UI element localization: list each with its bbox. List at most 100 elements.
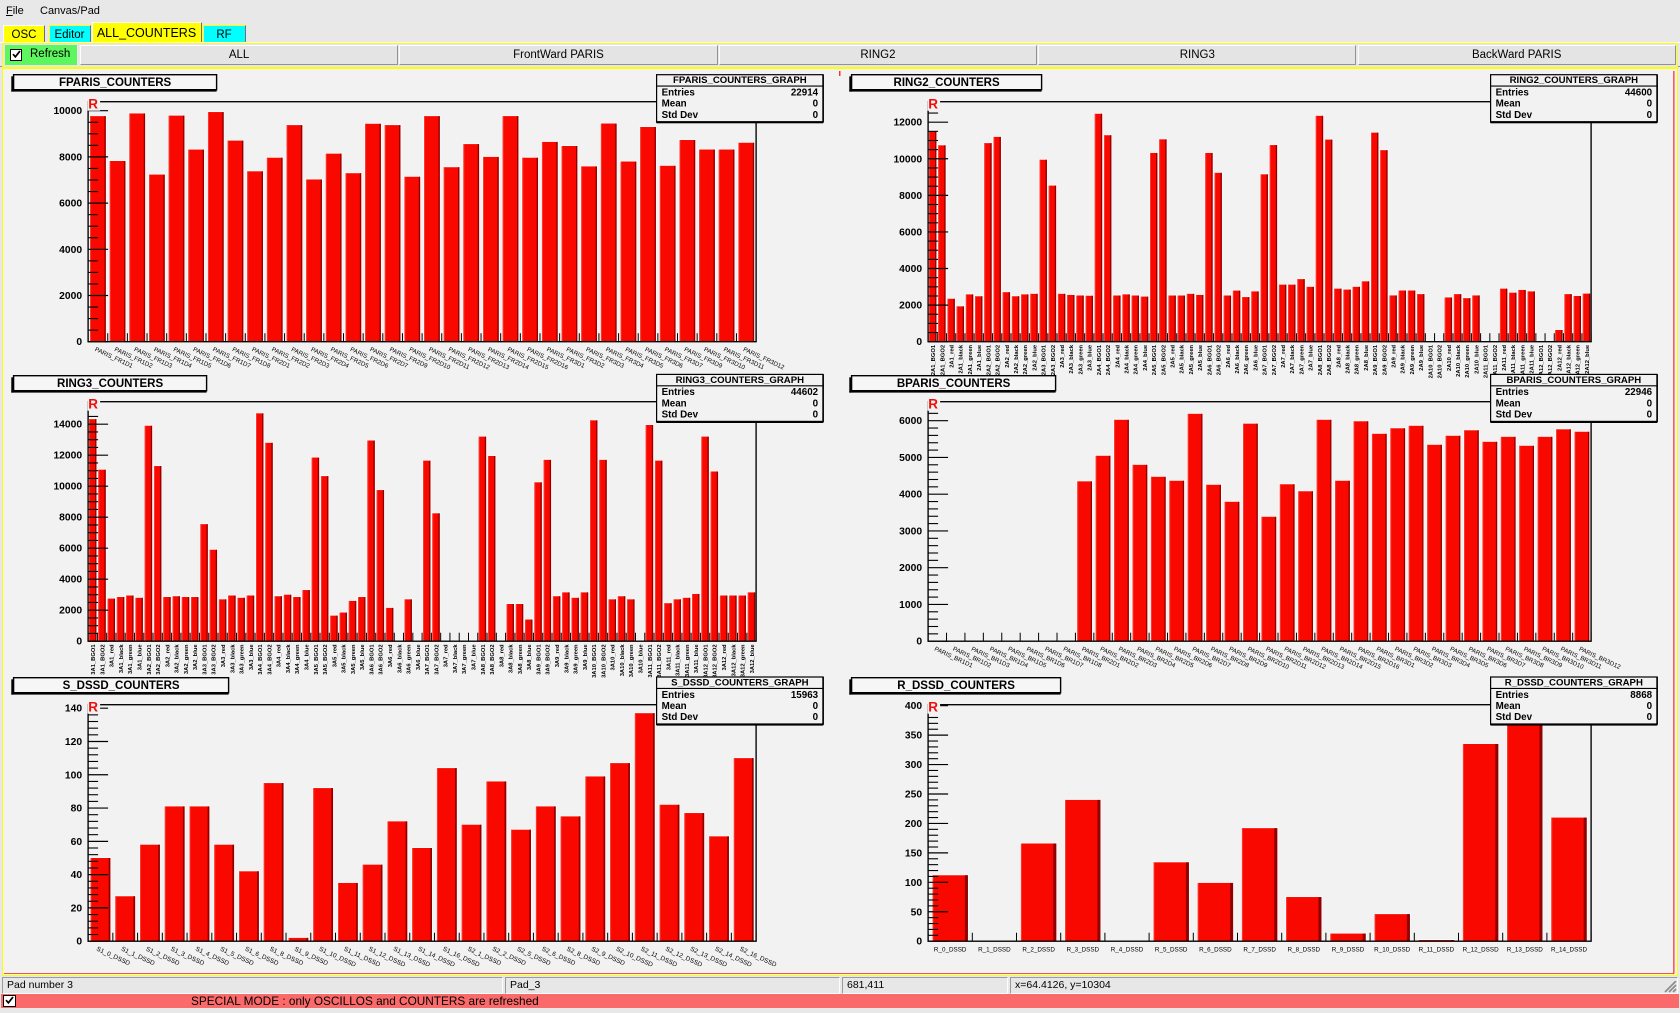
svg-text:0: 0 <box>813 398 819 409</box>
svg-text:2A7_red: 2A7_red <box>1281 344 1287 367</box>
svg-text:3A8_blue: 3A8_blue <box>527 643 533 670</box>
svg-text:R_4_DSSD: R_4_DSSD <box>1111 946 1144 953</box>
svg-text:2A2_black: 2A2_black <box>1014 344 1020 373</box>
svg-text:RING2_COUNTERS_GRAPH: RING2_COUNTERS_GRAPH <box>1510 75 1639 86</box>
svg-text:2000: 2000 <box>899 563 922 574</box>
svg-text:2A6_red: 2A6_red <box>1226 344 1232 367</box>
svg-text:350: 350 <box>905 730 922 741</box>
svg-text:2A9_black: 2A9_black <box>1401 344 1407 373</box>
svg-text:2A10_BGO2: 2A10_BGO2 <box>1438 344 1444 378</box>
svg-text:3A2_black: 3A2_black <box>175 643 181 672</box>
svg-text:120: 120 <box>65 736 82 747</box>
svg-text:2A9_green: 2A9_green <box>1410 344 1416 374</box>
svg-text:2A1_BGO1: 2A1_BGO1 <box>931 344 937 375</box>
svg-text:3A2_green: 3A2_green <box>184 643 190 673</box>
svg-text:0: 0 <box>1647 398 1653 409</box>
svg-text:3A9_blue: 3A9_blue <box>583 643 589 670</box>
svg-text:2A9_blue: 2A9_blue <box>1419 344 1425 371</box>
svg-text:R: R <box>88 96 98 111</box>
svg-text:R_10_DSSD: R_10_DSSD <box>1374 946 1411 953</box>
svg-text:3A9_BGO2: 3A9_BGO2 <box>546 644 552 674</box>
svg-text:3A5_BGO2: 3A5_BGO2 <box>323 644 329 674</box>
svg-text:4000: 4000 <box>899 489 922 500</box>
svg-text:2A5_black: 2A5_black <box>1180 344 1186 373</box>
svg-text:2A1_blue: 2A1_blue <box>977 344 983 371</box>
svg-text:2A4_green: 2A4_green <box>1134 344 1140 374</box>
svg-text:0: 0 <box>76 936 82 947</box>
svg-text:3A4_black: 3A4_black <box>286 643 292 672</box>
svg-text:0: 0 <box>813 701 819 712</box>
svg-text:0: 0 <box>76 636 82 647</box>
svg-text:8868: 8868 <box>1630 689 1652 700</box>
svg-text:3A8_red: 3A8_red <box>499 643 505 666</box>
svg-text:2A3_black: 2A3_black <box>1069 344 1075 373</box>
svg-text:FPARIS_COUNTERS: FPARIS_COUNTERS <box>59 77 172 89</box>
svg-text:BPARIS_COUNTERS_GRAPH: BPARIS_COUNTERS_GRAPH <box>1507 374 1642 385</box>
svg-text:2A1_black: 2A1_black <box>959 344 965 373</box>
svg-text:Mean: Mean <box>1496 398 1521 409</box>
svg-text:44602: 44602 <box>791 387 819 398</box>
svg-text:2A7_BGO1: 2A7_BGO1 <box>1263 344 1269 375</box>
svg-text:2A3_BGO1: 2A3_BGO1 <box>1042 344 1048 375</box>
svg-text:3A7_black: 3A7_black <box>453 643 459 672</box>
svg-text:Std Dev: Std Dev <box>1496 712 1533 723</box>
svg-text:Mean: Mean <box>662 701 687 712</box>
svg-text:3A3_red: 3A3_red <box>221 643 227 666</box>
svg-text:3A3_black: 3A3_black <box>230 643 236 672</box>
svg-text:R: R <box>88 699 98 714</box>
svg-text:Entries: Entries <box>662 87 696 98</box>
svg-text:2A11_blue: 2A11_blue <box>1530 344 1536 373</box>
svg-text:0: 0 <box>1647 712 1653 723</box>
svg-text:R_14_DSSD: R_14_DSSD <box>1551 946 1588 953</box>
svg-text:44600: 44600 <box>1625 87 1653 98</box>
svg-text:2A2_green: 2A2_green <box>1023 344 1029 374</box>
svg-text:140: 140 <box>65 703 82 714</box>
svg-text:2A6_BGO2: 2A6_BGO2 <box>1217 344 1223 374</box>
svg-text:3A11_green: 3A11_green <box>685 643 691 676</box>
svg-text:R_3_DSSD: R_3_DSSD <box>1067 946 1100 953</box>
svg-text:1000: 1000 <box>899 599 922 610</box>
svg-text:0: 0 <box>916 636 922 647</box>
svg-text:2A4_BGO2: 2A4_BGO2 <box>1106 344 1112 374</box>
svg-text:3A7_BGO2: 3A7_BGO2 <box>434 644 440 674</box>
svg-text:3A3_BGO1: 3A3_BGO1 <box>202 643 208 674</box>
svg-text:2A6_black: 2A6_black <box>1235 344 1241 373</box>
svg-text:3A7_red: 3A7_red <box>444 643 450 666</box>
svg-text:2A7_blue: 2A7_blue <box>1309 344 1315 371</box>
svg-text:12000: 12000 <box>893 117 922 128</box>
svg-text:2A12_green: 2A12_green <box>1576 344 1582 377</box>
svg-text:3A4_green: 3A4_green <box>295 643 301 673</box>
svg-text:R: R <box>928 396 938 411</box>
svg-text:3A1_BGO2: 3A1_BGO2 <box>100 644 106 674</box>
svg-text:3A1_black: 3A1_black <box>119 643 125 672</box>
svg-text:3A4_red: 3A4_red <box>277 643 283 666</box>
svg-text:2A10_green: 2A10_green <box>1465 344 1471 377</box>
svg-text:2000: 2000 <box>899 300 922 311</box>
svg-text:3A6_BGO1: 3A6_BGO1 <box>369 643 375 674</box>
svg-text:2A12_BGO1: 2A12_BGO1 <box>1539 344 1545 378</box>
svg-text:3A11_black: 3A11_black <box>676 643 682 675</box>
svg-text:R_7_DSSD: R_7_DSSD <box>1243 946 1276 953</box>
svg-text:10000: 10000 <box>53 106 82 117</box>
svg-text:Mean: Mean <box>1496 701 1521 712</box>
svg-text:FPARIS_COUNTERS_GRAPH: FPARIS_COUNTERS_GRAPH <box>673 75 807 86</box>
svg-text:40: 40 <box>71 870 83 881</box>
svg-text:2A8_blue: 2A8_blue <box>1364 344 1370 371</box>
svg-text:Entries: Entries <box>1496 689 1530 700</box>
svg-text:0: 0 <box>1647 109 1653 120</box>
svg-text:R_12_DSSD: R_12_DSSD <box>1463 946 1500 953</box>
svg-text:10000: 10000 <box>53 481 82 492</box>
svg-text:10000: 10000 <box>893 154 922 165</box>
svg-text:2A4_BGO1: 2A4_BGO1 <box>1097 344 1103 375</box>
svg-text:3A4_BGO1: 3A4_BGO1 <box>258 643 264 674</box>
svg-text:3A6_blue: 3A6_blue <box>416 643 422 670</box>
svg-text:3A8_BGO1: 3A8_BGO1 <box>481 643 487 674</box>
svg-text:0: 0 <box>1647 409 1653 420</box>
svg-text:2A2_red: 2A2_red <box>1005 344 1011 367</box>
svg-text:3A5_black: 3A5_black <box>342 643 348 672</box>
svg-text:0: 0 <box>813 409 819 420</box>
svg-text:0: 0 <box>813 712 819 723</box>
svg-text:2A2_BGO1: 2A2_BGO1 <box>986 344 992 375</box>
svg-text:Std Dev: Std Dev <box>662 712 699 723</box>
svg-text:3A12_BGO2: 3A12_BGO2 <box>713 644 719 678</box>
